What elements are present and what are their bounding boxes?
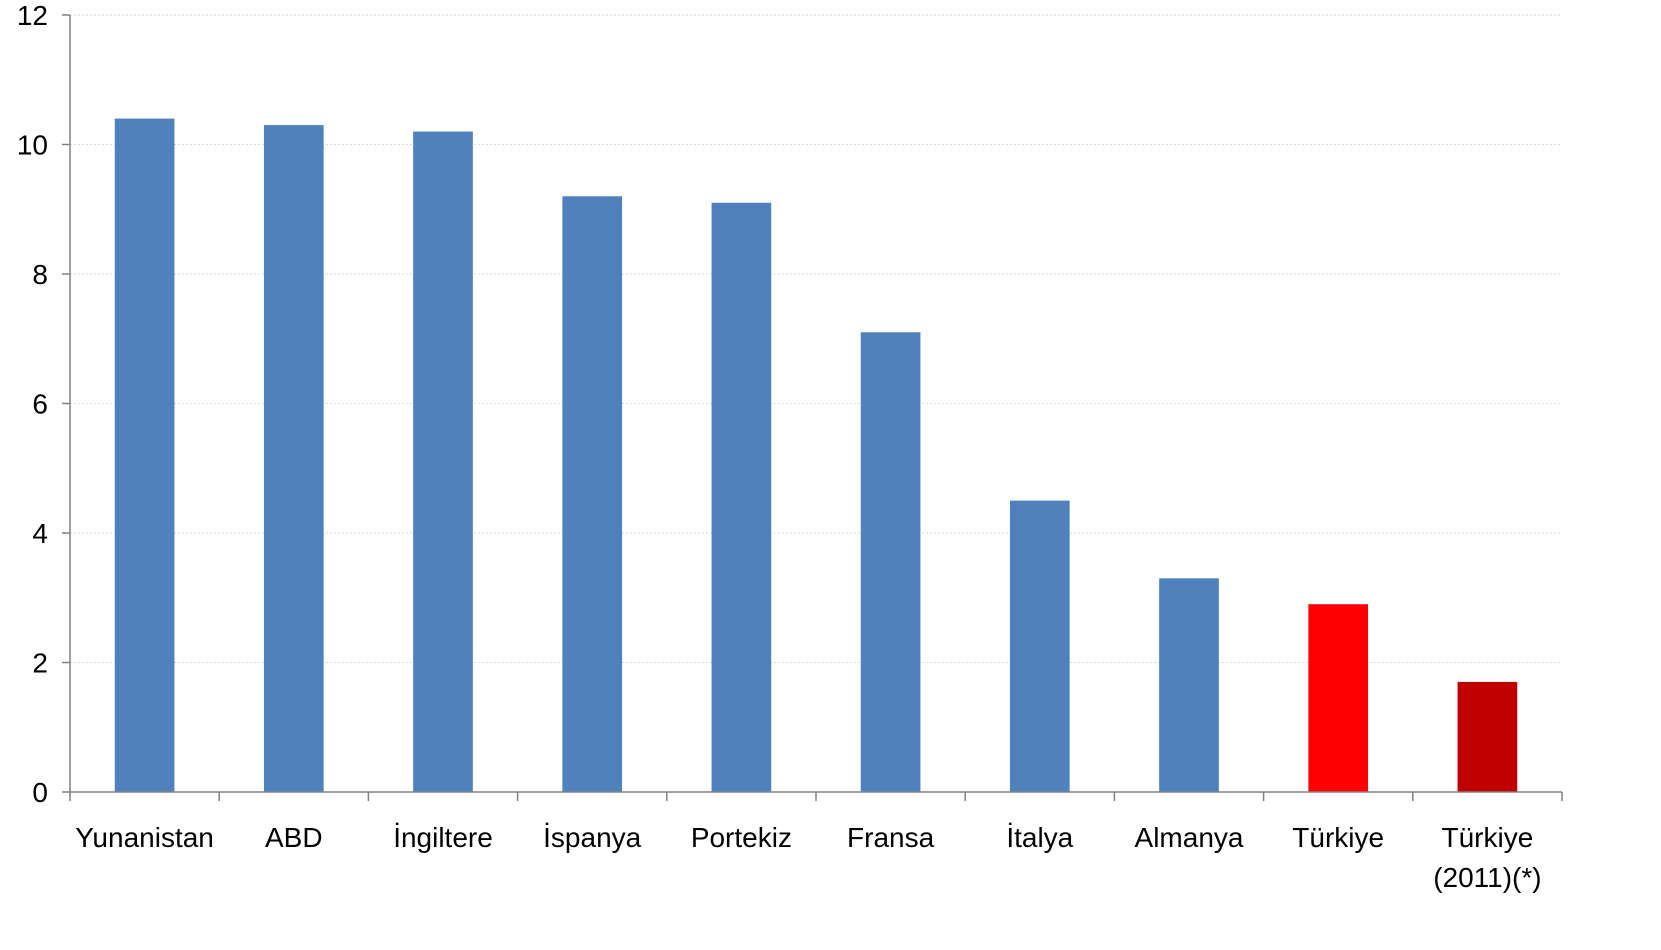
x-tick-label: İngiltere	[393, 822, 493, 853]
x-tick-label: İspanya	[543, 822, 641, 853]
y-tick-labels: 0 2 4 6 8 10 12	[17, 0, 48, 808]
y-tick-label: 2	[32, 648, 48, 679]
y-tick-label: 0	[32, 777, 48, 808]
y-tick-label: 6	[32, 389, 48, 420]
x-tick-label: Türkiye (2011)(*)	[1433, 822, 1541, 893]
x-tick-label: Türkiye	[1292, 822, 1384, 853]
bar	[1308, 604, 1369, 792]
y-tick-label: 8	[32, 259, 48, 290]
bar	[413, 131, 473, 793]
x-tick-label: Almanya	[1135, 822, 1244, 853]
bar	[1009, 500, 1070, 792]
category-labels: Yunanistan ABD İngiltere İspanya Portekiz Fra…	[75, 822, 1541, 893]
bars	[114, 118, 1518, 793]
bar	[114, 118, 175, 793]
bar	[711, 202, 772, 792]
bar	[1159, 578, 1219, 792]
bar	[263, 125, 324, 792]
axes	[62, 14, 1563, 801]
x-tick-label: Fransa	[847, 822, 935, 853]
x-tick-label: ABD	[265, 822, 323, 853]
bar	[562, 196, 623, 793]
x-tick-label: Portekiz	[691, 822, 792, 853]
x-tick-label: Yunanistan	[75, 822, 214, 853]
x-tick-label: İtalya	[1006, 822, 1073, 853]
y-tick-label: 4	[32, 518, 48, 549]
y-tick-label: 12	[17, 0, 48, 31]
bar	[860, 332, 921, 792]
y-tick-label: 10	[17, 130, 48, 161]
bar	[1457, 681, 1518, 792]
